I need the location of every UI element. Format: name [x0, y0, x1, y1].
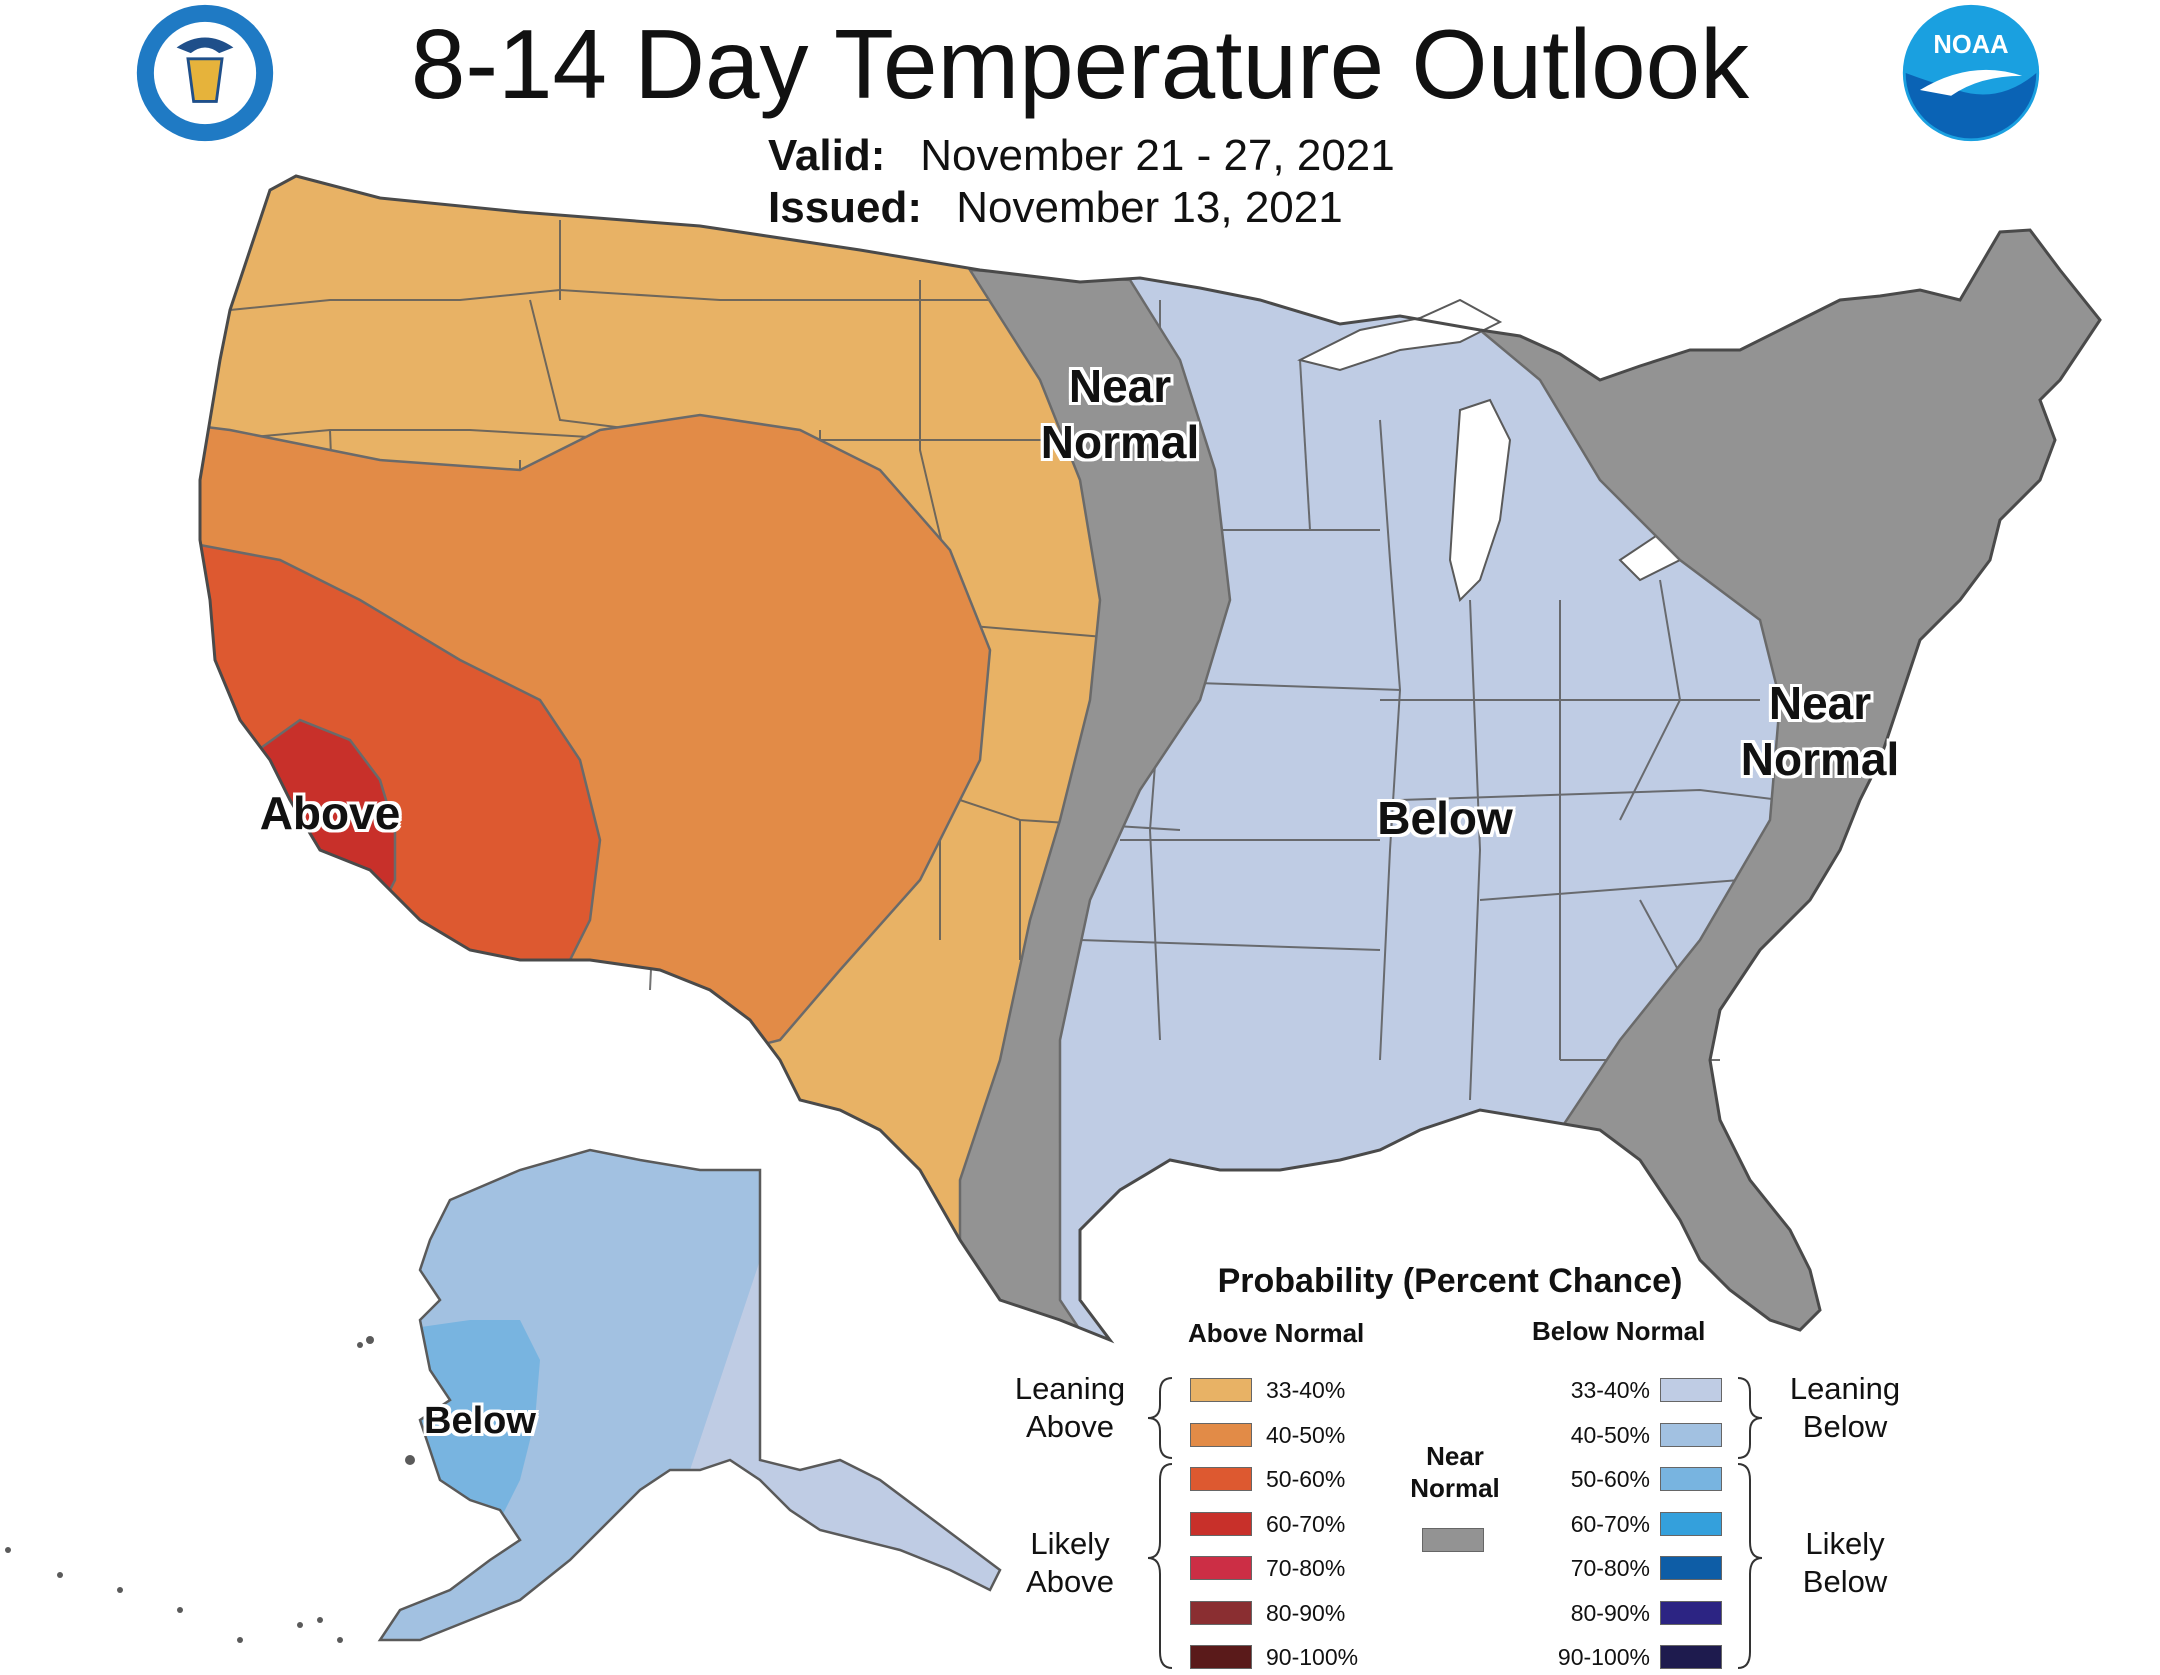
above-pct-label-0: 33-40%: [1266, 1377, 1346, 1403]
legend-title: Probability (Percent Chance): [1217, 1262, 1683, 1300]
above-pct-label-1: 40-50%: [1266, 1422, 1346, 1448]
below-swatch-6: [1660, 1645, 1722, 1669]
below-label-us: Below: [1377, 792, 1513, 844]
noaa-logo-icon: NOAA: [1902, 4, 2040, 142]
valid-label: Valid:: [768, 131, 886, 180]
leaning-below-label: Leaning Below: [1789, 1371, 1901, 1444]
above-pct-label-6: 90-100%: [1266, 1644, 1359, 1670]
near-normal-central-label: Near Normal: [1040, 360, 1200, 468]
leaning-above-label: Leaning Above: [1014, 1371, 1126, 1444]
below-pct-label-5: 80-90%: [1570, 1600, 1650, 1626]
above-swatch-6: [1190, 1645, 1252, 1669]
commerce-seal-icon: [136, 4, 274, 142]
below-pct-label-6: 90-100%: [1557, 1644, 1650, 1670]
above-pct-label-4: 70-80%: [1266, 1555, 1346, 1581]
above-label: Above: [259, 787, 401, 839]
noaa-logo-text: NOAA: [1933, 31, 2008, 59]
above-pct-label-3: 60-70%: [1266, 1511, 1346, 1537]
below-swatch-4: [1660, 1556, 1722, 1580]
below-pct-label-2: 50-60%: [1570, 1466, 1650, 1492]
page-title: 8-14 Day Temperature Outlook: [410, 9, 1750, 119]
below-swatch-1: [1660, 1423, 1722, 1447]
below-label-alaska: Below: [424, 1400, 536, 1442]
near-normal-east-label: Near Normal: [1740, 677, 1900, 785]
above-normal-header: Above Normal: [1188, 1318, 1365, 1348]
near-normal-legend-label: Near Normal: [1410, 1441, 1500, 1503]
above-swatch-0: [1190, 1378, 1252, 1402]
above-swatch-2: [1190, 1467, 1252, 1491]
valid-dates: Valid: November 21 - 27, 2021 Issued: No…: [768, 130, 1395, 234]
above-swatch-4: [1190, 1556, 1252, 1580]
below-swatch-3: [1660, 1512, 1722, 1536]
above-swatch-5: [1190, 1601, 1252, 1625]
below-swatch-0: [1660, 1378, 1722, 1402]
above-pct-label-5: 80-90%: [1266, 1600, 1346, 1626]
issued-label: Issued:: [768, 183, 923, 232]
likely-below-label: Likely Below: [1802, 1526, 1888, 1599]
below-normal-header: Below Normal: [1532, 1316, 1706, 1346]
below-pct-label-0: 33-40%: [1570, 1377, 1650, 1403]
below-pct-label-3: 60-70%: [1570, 1511, 1650, 1537]
above-pct-label-2: 50-60%: [1266, 1466, 1346, 1492]
alaska: [5, 1148, 1002, 1643]
below-pct-label-4: 70-80%: [1570, 1555, 1650, 1581]
below-swatch-2: [1660, 1467, 1722, 1491]
noaa-logo: NOAA: [1900, 2, 2042, 144]
below-swatch-5: [1660, 1601, 1722, 1625]
valid-value: November 21 - 27, 2021: [920, 131, 1395, 180]
below-pct-label-1: 40-50%: [1570, 1422, 1650, 1448]
issued-value: November 13, 2021: [956, 183, 1343, 232]
likely-above-label: Likely Above: [1026, 1526, 1114, 1599]
above-swatch-3: [1190, 1512, 1252, 1536]
near-normal-swatch: [1422, 1528, 1484, 1552]
above-swatch-1: [1190, 1423, 1252, 1447]
